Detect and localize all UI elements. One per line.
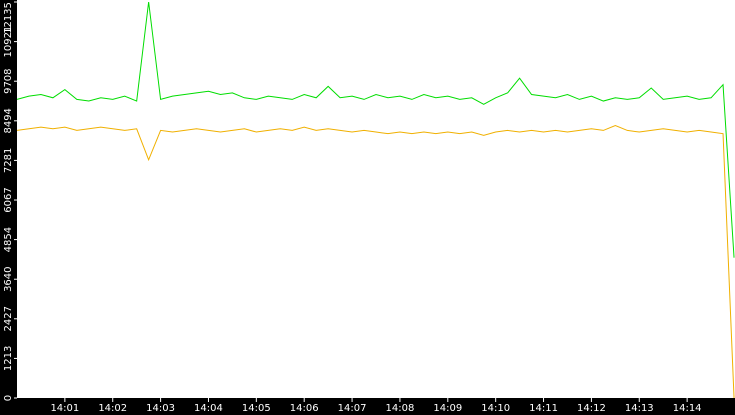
y-tick-label: 9708 xyxy=(3,68,14,93)
y-tick-label: 4854 xyxy=(3,227,14,252)
x-tick-label: 14:09 xyxy=(433,403,462,414)
x-tick-label: 14:01 xyxy=(50,403,79,414)
y-tick-label: 8494 xyxy=(3,108,14,133)
x-tick-label: 14:04 xyxy=(194,403,223,414)
x-tick-label: 14:08 xyxy=(386,403,415,414)
y-tick-label: 3640 xyxy=(3,266,14,291)
y-tick-label: 10921 xyxy=(3,26,14,58)
series-line xyxy=(16,1,735,258)
x-tick-label: 14:11 xyxy=(529,403,558,414)
y-tick-label: 2427 xyxy=(3,306,14,331)
y-tick-label: 6067 xyxy=(3,187,14,212)
x-tick-label: 14:06 xyxy=(290,403,319,414)
x-tick-label: 14:03 xyxy=(146,403,175,414)
x-tick-label: 14:05 xyxy=(242,403,271,414)
x-axis-band xyxy=(0,398,735,415)
x-tick-label: 14:13 xyxy=(625,403,654,414)
y-axis-band xyxy=(0,0,17,415)
x-tick-label: 14:14 xyxy=(673,403,702,414)
y-tick-label: 0 xyxy=(3,395,14,401)
y-tick-label: 1213 xyxy=(3,346,14,371)
y-tick-label: 12135 xyxy=(3,2,14,34)
x-tick-label: 14:10 xyxy=(481,403,510,414)
series-line xyxy=(16,124,735,399)
x-tick-label: 14:07 xyxy=(338,403,367,414)
y-tick-label: 7281 xyxy=(3,148,14,173)
x-tick-label: 14:02 xyxy=(98,403,127,414)
x-tick-label: 14:12 xyxy=(577,403,606,414)
